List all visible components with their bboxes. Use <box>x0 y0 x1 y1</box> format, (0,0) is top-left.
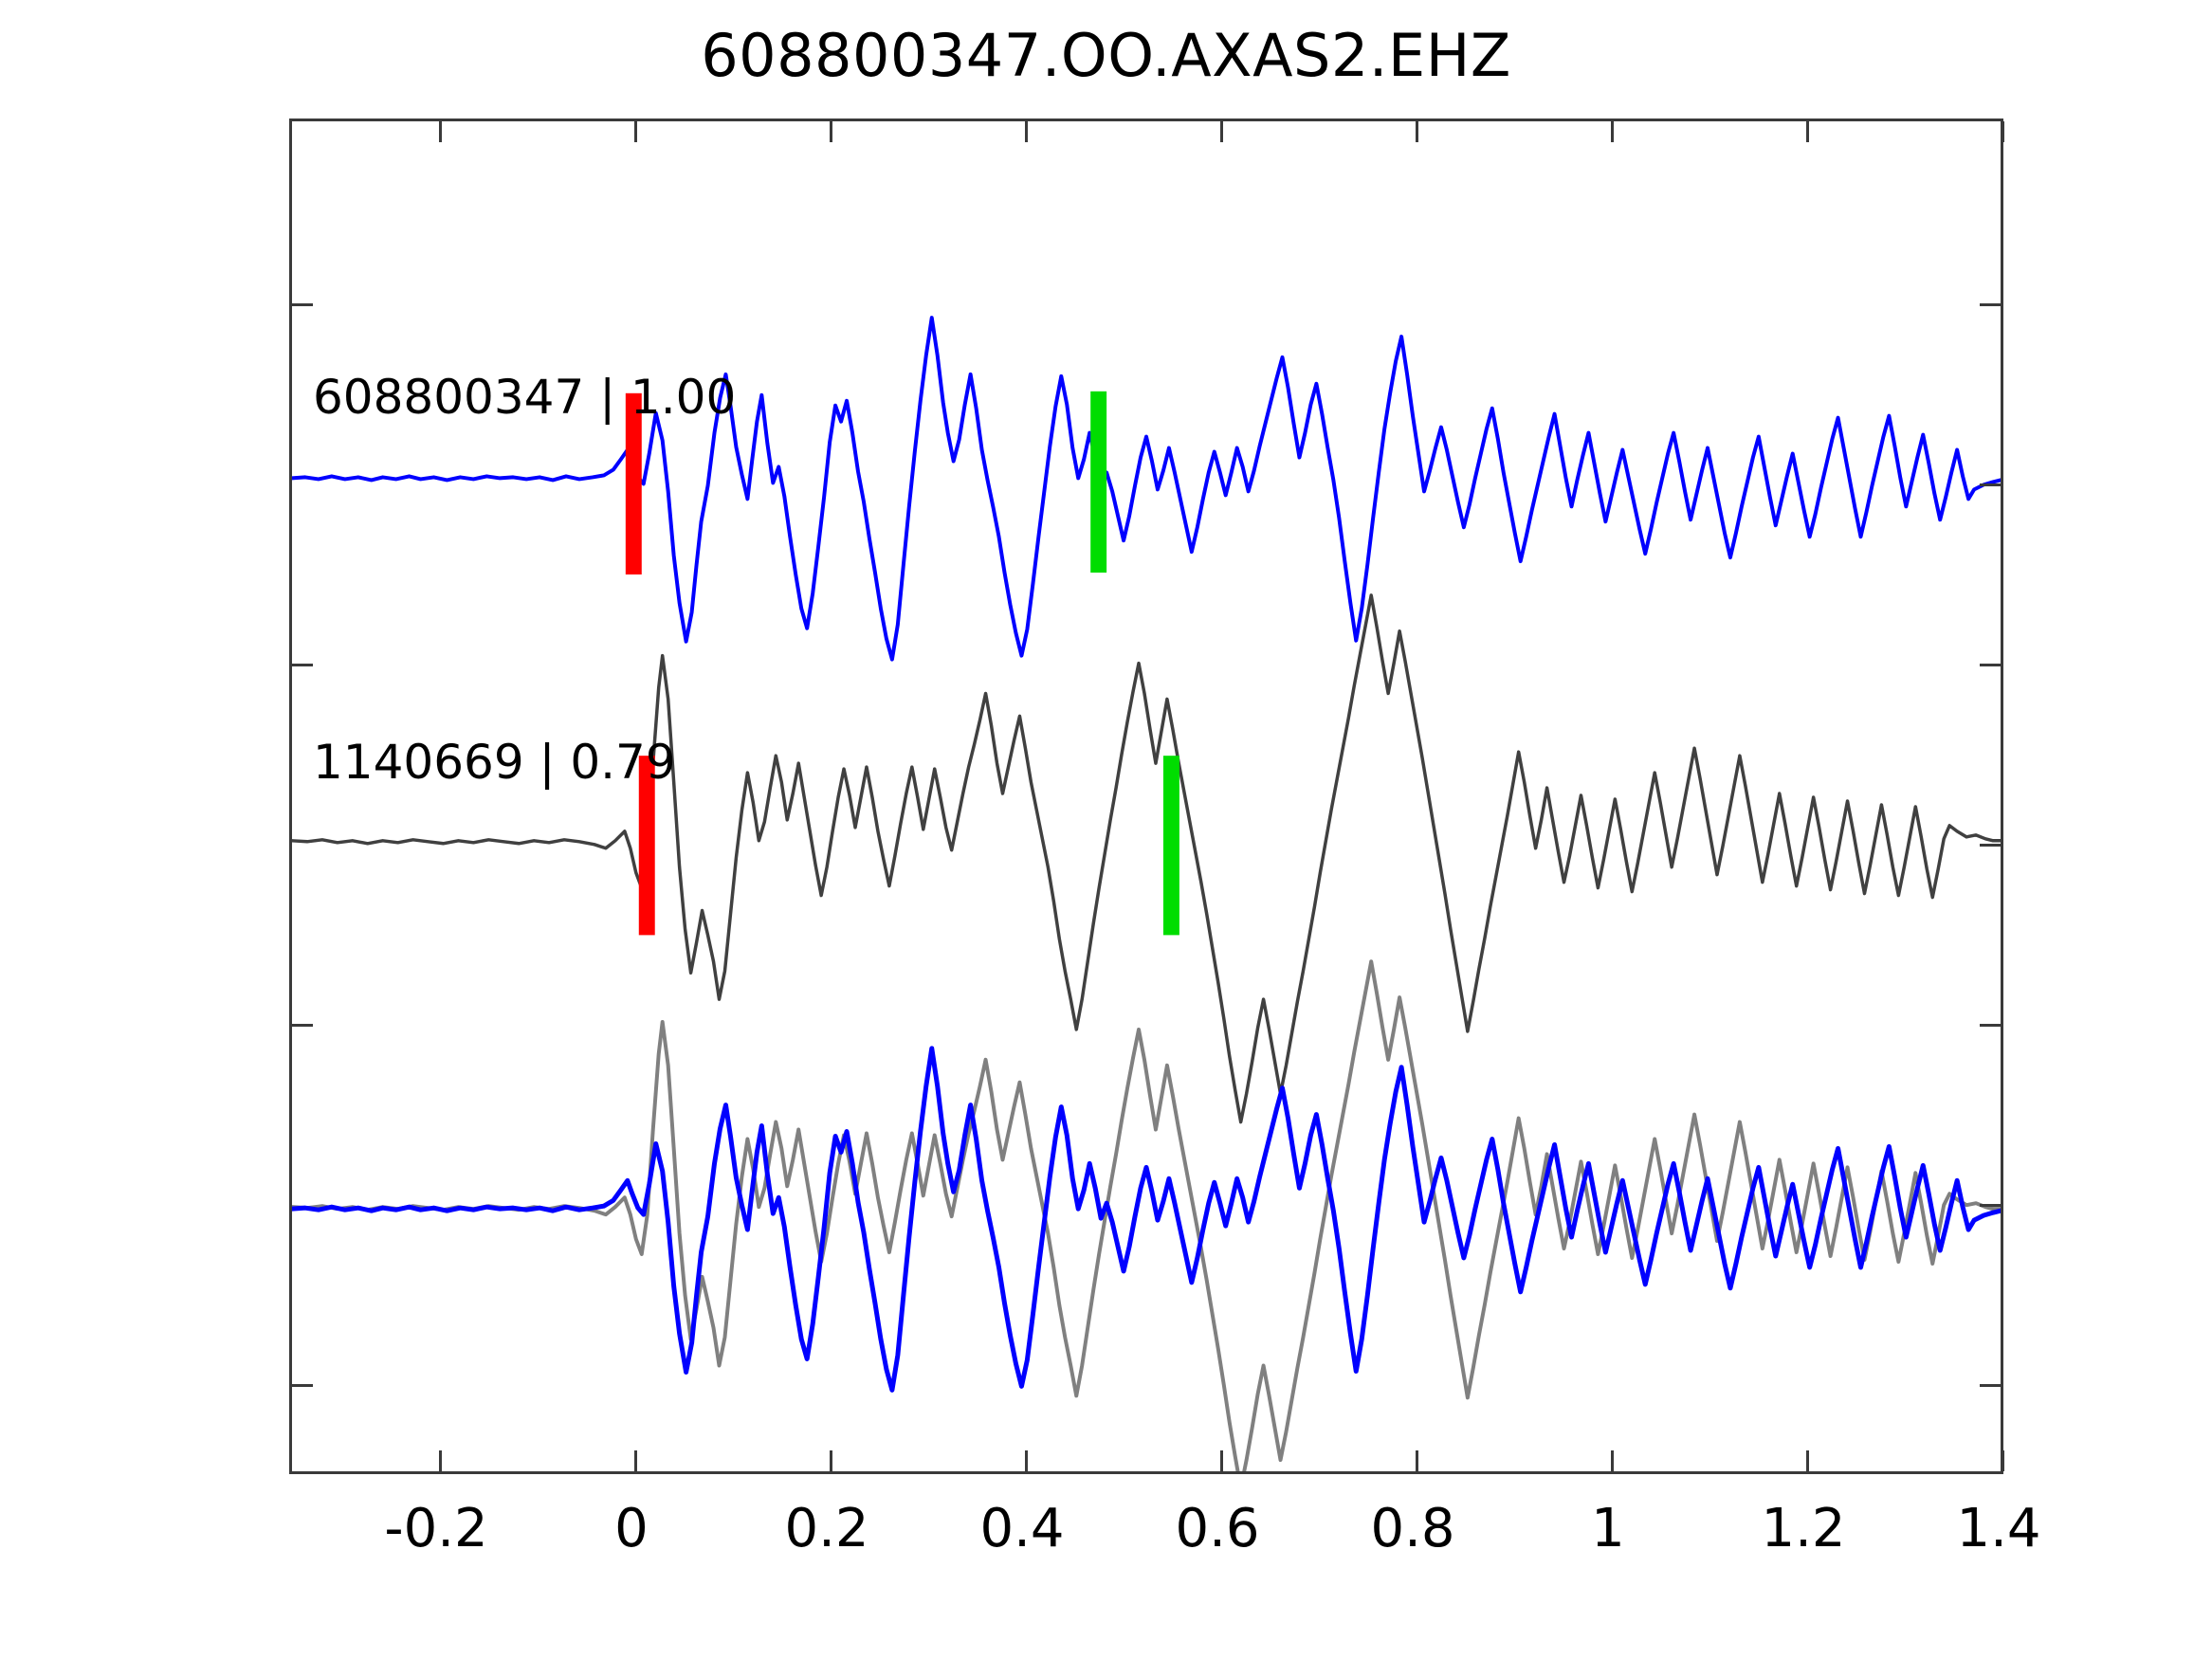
x-tick-top-7 <box>1806 121 1809 142</box>
y-tick-1 <box>292 303 313 306</box>
y-tick-right-1 <box>1980 303 2001 306</box>
x-tick-7 <box>1806 1450 1809 1471</box>
s-pick-marker-trace2 <box>1162 756 1179 936</box>
x-tick-8 <box>2002 1450 2004 1471</box>
x-tick-1 <box>634 1450 637 1471</box>
x-tick-top-0 <box>439 121 442 142</box>
trace-1140669 <box>292 593 2001 1124</box>
x-tick-top-8 <box>2002 121 2004 142</box>
y-tick-right-4 <box>1980 844 2001 847</box>
x-axis-label-6: 1 <box>1591 1498 1625 1559</box>
x-axis-label-0: -0.2 <box>384 1498 488 1559</box>
y-tick-right-5 <box>1980 1024 2001 1027</box>
x-tick-4 <box>1220 1450 1223 1471</box>
x-tick-6 <box>1611 1450 1614 1471</box>
y-tick-2 <box>292 664 313 666</box>
x-tick-top-5 <box>1416 121 1418 142</box>
x-tick-top-3 <box>1025 121 1028 142</box>
x-axis-label-4: 0.6 <box>1175 1498 1260 1559</box>
x-axis-label-7: 1.2 <box>1761 1498 1846 1559</box>
x-axis-label-8: 1.4 <box>1956 1498 2041 1559</box>
x-axis-label-1: 0 <box>614 1498 649 1559</box>
waveform-plot <box>292 316 2001 1471</box>
p-pick-marker-trace2 <box>638 756 655 936</box>
x-tick-2 <box>830 1450 832 1471</box>
x-tick-3 <box>1025 1450 1028 1471</box>
x-tick-5 <box>1416 1450 1418 1471</box>
y-tick-right-6 <box>1980 1204 2001 1207</box>
x-tick-top-4 <box>1220 121 1223 142</box>
y-tick-right-3 <box>1980 664 2001 666</box>
s-pick-marker-trace1 <box>1090 391 1107 573</box>
x-tick-top-2 <box>830 121 832 142</box>
x-axis-label-3: 0.4 <box>979 1498 1065 1559</box>
x-tick-top-6 <box>1611 121 1614 142</box>
y-tick-4 <box>292 1384 313 1387</box>
y-tick-right-7 <box>1980 1384 2001 1387</box>
x-axis-label-2: 0.2 <box>784 1498 869 1559</box>
trace-label-1140669: 1140669 | 0.79 <box>313 735 676 790</box>
plot-area <box>289 118 2004 1474</box>
overlay-trace-detection <box>292 959 2001 1471</box>
x-axis-label-5: 0.8 <box>1370 1498 1455 1559</box>
trace-608800347 <box>292 316 2001 662</box>
x-tick-top-1 <box>634 121 637 142</box>
trace-label-608800347: 608800347 | 1.00 <box>313 370 737 425</box>
page-title: 608800347.OO.AXAS2.EHZ <box>701 21 1511 90</box>
p-pick-marker-trace1 <box>625 392 642 574</box>
x-tick-0 <box>439 1450 442 1471</box>
overlay-trace-template <box>292 1046 2001 1393</box>
y-tick-3 <box>292 1024 313 1027</box>
y-tick-right-2 <box>1980 483 2001 486</box>
